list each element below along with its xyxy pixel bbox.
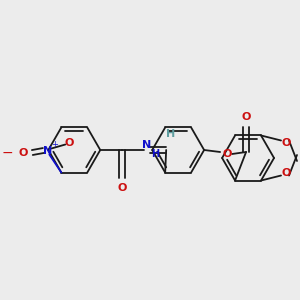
Text: O: O [64, 137, 74, 148]
Text: O: O [242, 112, 251, 122]
Text: O: O [19, 148, 28, 158]
Text: O: O [222, 149, 232, 159]
Text: H: H [151, 149, 159, 159]
Text: −: − [2, 146, 13, 160]
Text: O: O [281, 139, 291, 148]
Text: +: + [51, 140, 58, 149]
Text: O: O [281, 167, 291, 178]
Text: N: N [43, 146, 52, 155]
Text: O: O [118, 183, 127, 193]
Text: N: N [142, 140, 151, 150]
Text: H: H [166, 129, 175, 139]
